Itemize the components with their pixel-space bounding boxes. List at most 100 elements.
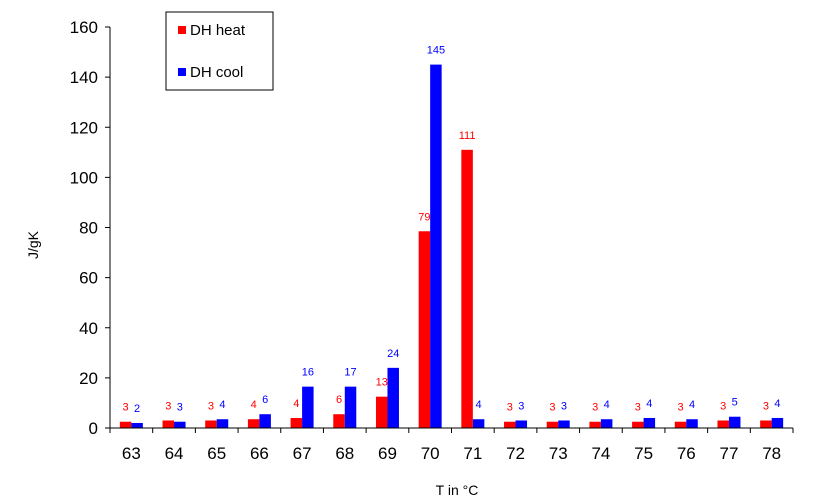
legend: DH heat DH cool: [165, 11, 274, 91]
data-label-dh-heat: 3: [592, 402, 598, 414]
data-label-dh-heat: 3: [720, 400, 726, 412]
x-tick-label: 76: [677, 444, 696, 463]
x-tick-label: 77: [720, 444, 739, 463]
bar-dh-heat: [333, 414, 345, 428]
data-label-dh-cool: 2: [134, 403, 140, 415]
bar-dh-heat: [504, 421, 516, 428]
data-label-dh-cool: 3: [561, 400, 567, 412]
x-tick-label: 68: [335, 444, 354, 463]
y-axis-ticks: 0 20 40 60 80 100 120 140 160: [70, 18, 110, 438]
x-tick-label: 73: [549, 444, 568, 463]
bars: [119, 64, 784, 428]
data-label-dh-heat: 3: [763, 400, 769, 412]
x-axis-title: T in °C: [436, 482, 479, 498]
data-label-dh-cool: 3: [177, 402, 183, 414]
bar-dh-cool: [216, 419, 229, 428]
y-tick-label: 0: [89, 419, 98, 438]
legend-label-dh-heat: DH heat: [190, 22, 246, 39]
bar-dh-cool: [728, 416, 741, 428]
data-label-dh-cool: 3: [518, 400, 524, 412]
x-tick-label: 64: [165, 444, 184, 463]
bar-dh-heat: [760, 420, 772, 428]
data-label-dh-cool: 4: [476, 399, 482, 411]
x-tick-label: 78: [762, 444, 781, 463]
data-label-dh-cool: 145: [427, 45, 445, 57]
y-tick-label: 80: [79, 219, 98, 238]
legend-swatch-dh-cool: [178, 68, 186, 76]
bar-dh-cool: [771, 417, 784, 428]
y-tick-label: 160: [70, 18, 98, 37]
data-label-dh-heat: 4: [251, 399, 257, 411]
data-label-dh-heat: 13: [376, 377, 388, 389]
bar-dh-heat: [632, 421, 644, 428]
data-label-dh-cool: 6: [262, 394, 268, 406]
bar-dh-cool: [131, 422, 143, 428]
bar-dh-heat: [717, 420, 729, 428]
data-label-dh-heat: 3: [677, 402, 683, 414]
data-label-dh-cool: 4: [774, 398, 780, 410]
data-label-dh-heat: 3: [635, 402, 641, 414]
data-label-dh-heat: 6: [336, 394, 342, 406]
x-tick-label: 66: [250, 444, 269, 463]
bar-dh-cool: [430, 64, 442, 428]
data-label-dh-cool: 4: [219, 399, 225, 411]
data-label-dh-heat: 111: [459, 130, 476, 142]
bar-dh-heat: [674, 421, 687, 428]
data-label-dh-heat: 3: [123, 402, 129, 414]
bar-dh-heat: [290, 417, 303, 428]
data-label-dh-heat: 4: [293, 398, 299, 410]
bar-dh-heat: [119, 421, 132, 428]
y-tick-label: 140: [70, 68, 98, 87]
data-label-dh-cool: 5: [732, 397, 738, 409]
bar-dh-heat: [205, 420, 217, 428]
legend-box: [165, 11, 274, 91]
x-tick-label: 72: [506, 444, 525, 463]
y-tick-label: 120: [70, 118, 98, 137]
x-tick-label: 67: [293, 444, 312, 463]
data-label-dh-heat: 79: [418, 211, 430, 223]
bar-dh-heat: [546, 421, 559, 428]
bar-dh-cool: [515, 420, 528, 428]
x-tick-label: 71: [463, 444, 482, 463]
y-tick-label: 40: [79, 319, 98, 338]
bar-dh-cool: [344, 386, 357, 428]
x-tick-label: 65: [207, 444, 226, 463]
bar-dh-cool: [600, 419, 613, 428]
data-label-dh-cool: 4: [604, 399, 610, 411]
x-tick-label: 69: [378, 444, 397, 463]
data-label-dh-cool: 24: [387, 348, 399, 360]
y-tick-label: 20: [79, 369, 98, 388]
bar-dh-heat: [418, 231, 431, 428]
bar-dh-heat: [162, 420, 175, 428]
bar-dh-cool: [643, 417, 656, 428]
x-tick-label: 70: [421, 444, 440, 463]
bar-dh-cool: [387, 367, 399, 428]
y-tick-label: 100: [70, 168, 98, 187]
y-axis-title: J/gK: [25, 230, 41, 259]
bar-dh-cool: [302, 386, 314, 428]
data-label-dh-heat: 3: [507, 402, 513, 414]
data-label-dh-cool: 17: [344, 367, 356, 379]
y-tick-label: 60: [79, 269, 98, 288]
legend-swatch-dh-heat: [178, 26, 186, 34]
data-label-dh-cool: 16: [302, 367, 314, 379]
data-label-dh-heat: 3: [165, 400, 171, 412]
data-label-dh-cool: 4: [646, 398, 652, 410]
x-axis-ticks: 63 64 65 66 67 68 69 70 71 72 73 74 75 76 77 78: [109, 428, 794, 463]
data-label-dh-heat: 3: [208, 400, 214, 412]
x-tick-label: 75: [634, 444, 653, 463]
bar-dh-heat: [589, 421, 601, 428]
x-tick-label: 63: [122, 444, 141, 463]
legend-label-dh-cool: DH cool: [190, 64, 243, 81]
data-label-dh-cool: 4: [689, 399, 695, 411]
bar-dh-cool: [259, 414, 271, 428]
bar-dh-heat: [461, 149, 473, 428]
data-label-dh-heat: 3: [549, 402, 555, 414]
bar-dh-cool: [558, 420, 570, 428]
bar-dh-heat: [247, 419, 260, 428]
bar-dh-cool: [174, 421, 186, 428]
bar-dh-heat: [375, 396, 388, 428]
bar-dh-cool: [472, 419, 485, 428]
